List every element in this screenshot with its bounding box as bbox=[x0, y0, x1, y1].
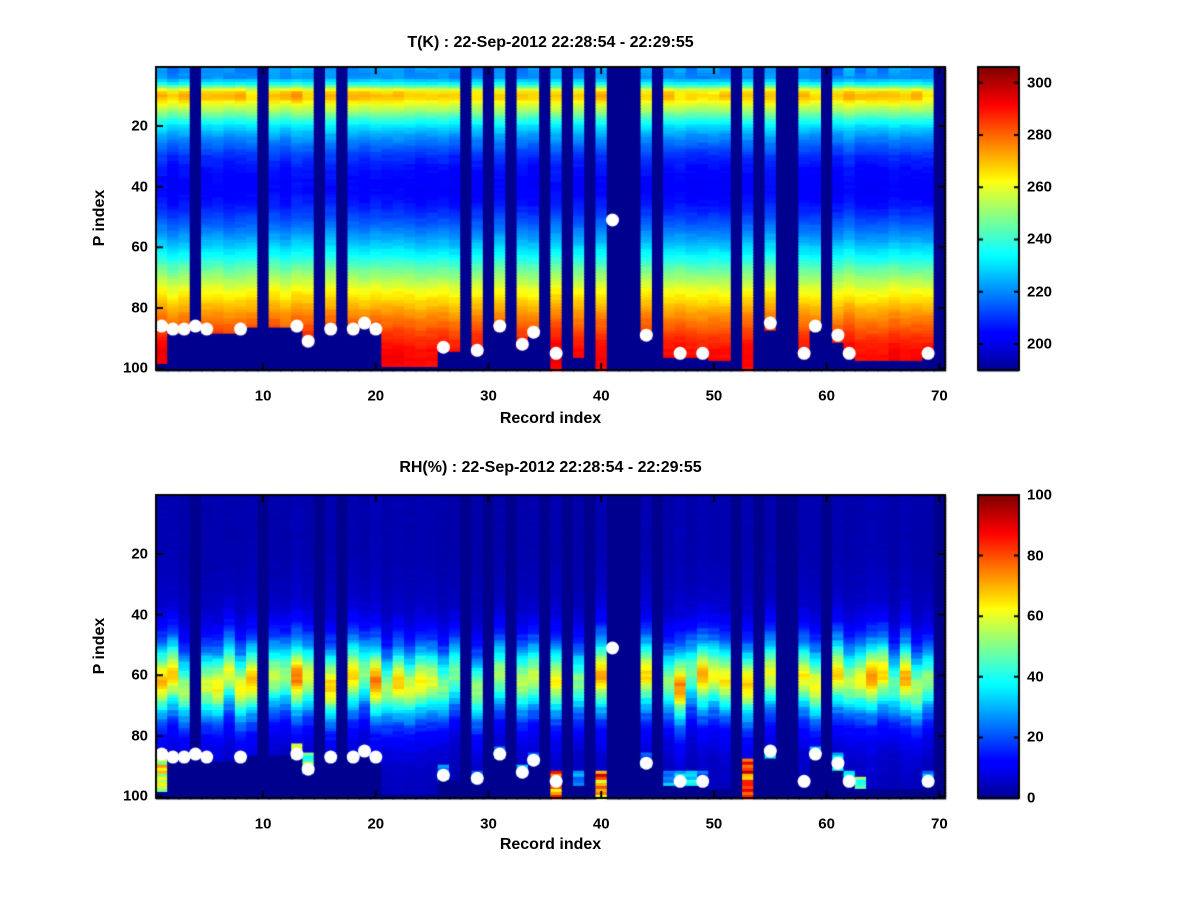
colorbar-tick-label: 100 bbox=[1027, 486, 1053, 504]
x-tick-label: 60 bbox=[818, 815, 835, 833]
x-tick-label: 50 bbox=[705, 815, 723, 833]
x-tick-label: 70 bbox=[931, 815, 948, 833]
colorbar-tick-label: 0 bbox=[1027, 789, 1036, 807]
x-tick-label: 10 bbox=[254, 387, 272, 405]
colorbar-tick-label: 260 bbox=[1027, 178, 1053, 196]
x-tick-label: 30 bbox=[480, 387, 497, 405]
x-tick-label: 50 bbox=[705, 387, 723, 405]
x-tick-label: 40 bbox=[592, 387, 610, 405]
bottom-plot-title: RH(%) : 22-Sep-2012 22:28:54 - 22:29:55 bbox=[399, 459, 702, 476]
x-tick-label: 40 bbox=[592, 815, 610, 833]
bottom-xaxis-label: Record index bbox=[499, 836, 602, 853]
colorbar-tick-label: 220 bbox=[1027, 283, 1053, 301]
y-tick-label: 80 bbox=[131, 299, 148, 317]
top-plot-title: T(K) : 22-Sep-2012 22:28:54 - 22:29:55 bbox=[407, 34, 694, 51]
y-tick-label: 40 bbox=[131, 178, 148, 196]
y-tick-label: 60 bbox=[131, 666, 148, 684]
x-tick-label: 30 bbox=[480, 815, 497, 833]
bottom-yaxis-label: P index bbox=[91, 617, 108, 675]
x-tick-label: 20 bbox=[367, 815, 385, 833]
x-tick-label: 20 bbox=[367, 387, 385, 405]
y-tick-label: 20 bbox=[131, 545, 148, 563]
x-tick-label: 70 bbox=[931, 387, 948, 405]
colorbar-tick-label: 40 bbox=[1027, 668, 1044, 686]
colorbar-tick-label: 60 bbox=[1027, 607, 1044, 625]
colorbar-tick-label: 280 bbox=[1027, 126, 1053, 144]
x-tick-label: 10 bbox=[254, 815, 272, 833]
top-xaxis-label: Record index bbox=[499, 410, 602, 427]
y-tick-label: 60 bbox=[131, 238, 148, 256]
x-tick-label: 60 bbox=[818, 387, 835, 405]
y-tick-label: 20 bbox=[131, 117, 148, 135]
colorbar-tick-label: 200 bbox=[1027, 335, 1053, 353]
colorbar-tick-label: 240 bbox=[1027, 230, 1053, 248]
y-tick-label: 100 bbox=[122, 359, 148, 377]
y-tick-label: 40 bbox=[131, 606, 148, 624]
y-tick-label: 100 bbox=[122, 787, 148, 805]
colorbar-tick-label: 20 bbox=[1027, 728, 1044, 746]
colorbar-tick-label: 300 bbox=[1027, 74, 1053, 92]
colorbar-tick-label: 80 bbox=[1027, 547, 1044, 565]
top-yaxis-label: P index bbox=[91, 189, 108, 247]
y-tick-label: 80 bbox=[131, 727, 148, 745]
